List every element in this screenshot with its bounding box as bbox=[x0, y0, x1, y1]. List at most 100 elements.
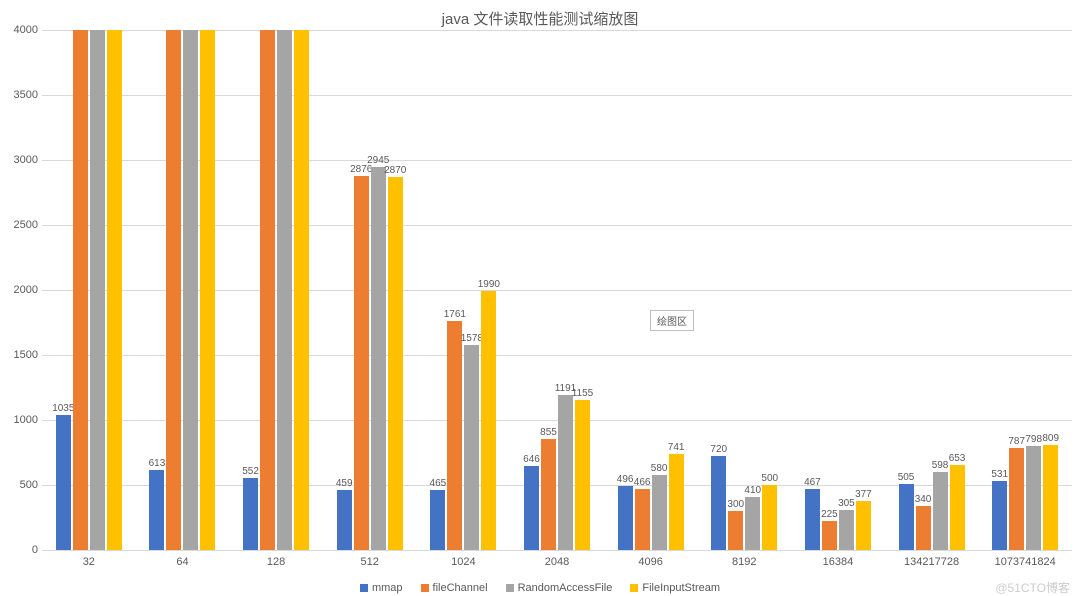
bar-mmap: 467 bbox=[805, 489, 820, 550]
bar-value-label: 377 bbox=[855, 489, 872, 500]
y-tick-label: 4000 bbox=[0, 24, 38, 36]
bar-RandomAccessFile bbox=[183, 30, 198, 550]
bar-value-label: 787 bbox=[1008, 436, 1025, 447]
bar-RandomAccessFile: 580 bbox=[652, 475, 667, 550]
grid-line bbox=[42, 550, 1072, 551]
bar-RandomAccessFile: 305 bbox=[839, 510, 854, 550]
bar-mmap: 613 bbox=[149, 470, 164, 550]
y-tick-label: 0 bbox=[0, 544, 38, 556]
bar-RandomAccessFile: 410 bbox=[745, 497, 760, 550]
watermark: @51CTO博客 bbox=[995, 579, 1070, 596]
bar-fileChannel: 340 bbox=[916, 506, 931, 550]
bar-group: 720300410500 bbox=[711, 456, 777, 550]
bar-value-label: 1155 bbox=[572, 388, 594, 399]
legend-label: mmap bbox=[372, 582, 403, 594]
x-tick-label: 32 bbox=[83, 556, 95, 568]
bar-value-label: 1990 bbox=[478, 279, 500, 290]
legend-label: fileChannel bbox=[433, 582, 488, 594]
bar-mmap: 465 bbox=[430, 490, 445, 550]
bar-value-label: 798 bbox=[1025, 434, 1042, 445]
x-tick-label: 128 bbox=[267, 556, 285, 568]
y-tick-label: 3000 bbox=[0, 154, 38, 166]
bar-group: 496466580741 bbox=[618, 454, 684, 550]
bar-value-label: 598 bbox=[932, 460, 949, 471]
bar-FileInputStream: 809 bbox=[1043, 445, 1058, 550]
legend-swatch bbox=[421, 584, 429, 592]
bar-RandomAccessFile bbox=[90, 30, 105, 550]
bar-mmap: 496 bbox=[618, 486, 633, 550]
y-tick-label: 500 bbox=[0, 479, 38, 491]
bar-FileInputStream bbox=[107, 30, 122, 550]
bar-value-label: 552 bbox=[242, 466, 259, 477]
bar-RandomAccessFile: 598 bbox=[933, 472, 948, 550]
bar-mmap: 1035 bbox=[56, 415, 71, 550]
bar-FileInputStream bbox=[200, 30, 215, 550]
bar-fileChannel bbox=[73, 30, 88, 550]
x-tick-label: 1024 bbox=[451, 556, 475, 568]
bar-FileInputStream: 1990 bbox=[481, 291, 496, 550]
bar-RandomAccessFile bbox=[277, 30, 292, 550]
bar-RandomAccessFile: 1578 bbox=[464, 345, 479, 550]
legend-swatch bbox=[630, 584, 638, 592]
bar-value-label: 741 bbox=[668, 442, 685, 453]
bar-FileInputStream: 377 bbox=[856, 501, 871, 550]
x-tick-label: 1073741824 bbox=[995, 556, 1056, 568]
bar-value-label: 531 bbox=[991, 469, 1008, 480]
bar-FileInputStream: 500 bbox=[762, 485, 777, 550]
bar-FileInputStream: 741 bbox=[669, 454, 684, 550]
bar-group: 531787798809 bbox=[992, 445, 1058, 550]
bar-group: 1035 bbox=[56, 30, 122, 550]
bar-value-label: 720 bbox=[710, 444, 727, 455]
bar-value-label: 410 bbox=[744, 485, 761, 496]
bar-FileInputStream: 1155 bbox=[575, 400, 590, 550]
bar-value-label: 580 bbox=[651, 463, 668, 474]
y-tick-label: 2500 bbox=[0, 219, 38, 231]
bar-value-label: 340 bbox=[915, 494, 932, 505]
y-tick-label: 3500 bbox=[0, 89, 38, 101]
bar-group: 467225305377 bbox=[805, 489, 871, 550]
bar-mmap: 505 bbox=[899, 484, 914, 550]
x-tick-label: 8192 bbox=[732, 556, 756, 568]
bar-FileInputStream: 653 bbox=[950, 465, 965, 550]
bar-group: 505340598653 bbox=[899, 465, 965, 550]
y-tick-label: 1000 bbox=[0, 414, 38, 426]
legend-item: RandomAccessFile bbox=[506, 582, 613, 594]
bar-value-label: 646 bbox=[523, 454, 540, 465]
bar-fileChannel: 2876 bbox=[354, 176, 369, 550]
bar-fileChannel: 300 bbox=[728, 511, 743, 550]
bar-value-label: 1761 bbox=[444, 309, 466, 320]
bar-value-label: 305 bbox=[838, 498, 855, 509]
bar-value-label: 2870 bbox=[384, 165, 406, 176]
bar-RandomAccessFile: 1191 bbox=[558, 395, 573, 550]
bar-RandomAccessFile: 798 bbox=[1026, 446, 1041, 550]
bar-fileChannel: 1761 bbox=[447, 321, 462, 550]
bar-value-label: 465 bbox=[430, 478, 447, 489]
bar-value-label: 467 bbox=[804, 477, 821, 488]
x-tick-label: 16384 bbox=[823, 556, 854, 568]
bar-value-label: 1035 bbox=[52, 403, 74, 414]
bar-group: 465176115781990 bbox=[430, 291, 496, 550]
legend-swatch bbox=[360, 584, 368, 592]
bar-value-label: 1578 bbox=[461, 333, 483, 344]
bar-group: 552 bbox=[243, 30, 309, 550]
legend-label: RandomAccessFile bbox=[518, 582, 613, 594]
bar-value-label: 653 bbox=[949, 453, 966, 464]
chart-title: java 文件读取性能测试缩放图 bbox=[0, 0, 1080, 29]
bar-fileChannel: 466 bbox=[635, 489, 650, 550]
legend-item: mmap bbox=[360, 582, 403, 594]
x-tick-label: 134217728 bbox=[904, 556, 959, 568]
bar-FileInputStream: 2870 bbox=[388, 177, 403, 550]
legend-swatch bbox=[506, 584, 514, 592]
bar-group: 613 bbox=[149, 30, 215, 550]
bar-mmap: 531 bbox=[992, 481, 1007, 550]
bar-FileInputStream bbox=[294, 30, 309, 550]
bar-mmap: 646 bbox=[524, 466, 539, 550]
bar-value-label: 300 bbox=[727, 499, 744, 510]
bar-fileChannel: 787 bbox=[1009, 448, 1024, 550]
bar-fileChannel: 225 bbox=[822, 521, 837, 550]
bar-value-label: 505 bbox=[898, 472, 915, 483]
legend-item: fileChannel bbox=[421, 582, 488, 594]
bar-fileChannel bbox=[260, 30, 275, 550]
callout-box: 绘图区 bbox=[650, 310, 694, 331]
legend-label: FileInputStream bbox=[642, 582, 720, 594]
